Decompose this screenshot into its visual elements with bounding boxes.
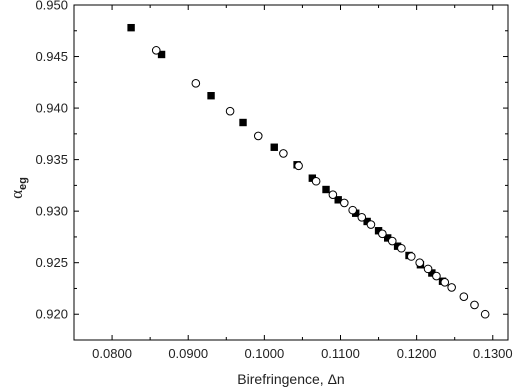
- open-circle-point: [407, 252, 416, 261]
- plot-frame: [73, 4, 509, 341]
- open-circle-point: [279, 149, 288, 158]
- open-circle-point: [470, 300, 479, 310]
- y-tick-label: 0.930: [35, 204, 68, 219]
- y-tick-label: 0.925: [35, 255, 68, 270]
- open-circle-point: [378, 229, 387, 239]
- x-tick-label: 0.1100: [321, 346, 360, 361]
- open-circle-point: [366, 220, 376, 229]
- x-tick-label: 0.1300: [473, 346, 513, 361]
- open-circle-point: [328, 190, 338, 199]
- x-tick-label: 0.1200: [397, 346, 437, 361]
- x-tick-label: 0.0800: [92, 346, 132, 361]
- y-tick-label: 0.935: [35, 152, 68, 167]
- x-axis-title: Birefringence, Δn: [237, 371, 344, 387]
- svg-text:αeg: αeg: [7, 177, 29, 199]
- open-circle-point: [459, 292, 469, 302]
- open-circle-point: [357, 213, 367, 222]
- open-circle-point: [432, 271, 441, 281]
- x-tick-label: 0.0900: [168, 346, 208, 361]
- open-circle-point: [397, 243, 406, 253]
- open-circle-point: [423, 264, 433, 274]
- filled-square-point: [383, 234, 392, 242]
- x-tick-label: 0.1000: [244, 346, 284, 361]
- open-circle-point: [387, 236, 397, 246]
- filled-square-point: [334, 196, 342, 204]
- filled-square-point: [352, 209, 360, 217]
- open-circle-point: [440, 277, 450, 287]
- y-tick-label: 0.950: [35, 0, 68, 13]
- open-circle-point: [191, 79, 201, 88]
- open-circle-point: [294, 161, 303, 171]
- data-markers: [127, 23, 490, 319]
- filled-square-point: [207, 92, 215, 100]
- y-tick-label: 0.920: [35, 307, 68, 322]
- open-circle-point: [311, 176, 321, 186]
- open-circle-point: [415, 258, 424, 267]
- filled-square-point: [127, 23, 135, 32]
- y-axis-title-main: α: [7, 190, 26, 199]
- y-tick-label: 0.945: [35, 49, 68, 64]
- y-axis-title: αeg: [7, 177, 29, 199]
- open-circle-point: [253, 131, 263, 141]
- filled-square-point: [239, 118, 247, 127]
- filled-square-point: [308, 174, 317, 182]
- open-circle-point: [151, 46, 161, 55]
- axis-ticks: 0.0800 0.0900 0.1000 0.1100 0.1200 0.1300 0.92…: [35, 0, 512, 361]
- filled-square-point: [428, 269, 436, 277]
- filled-square-point: [322, 185, 330, 194]
- y-tick-label: 0.940: [35, 101, 68, 116]
- y-axis-title-sub: eg: [17, 177, 29, 190]
- filled-square-point: [363, 217, 371, 226]
- filled-square-point: [374, 227, 383, 235]
- open-circle-point: [225, 106, 235, 116]
- open-circle-point: [480, 309, 490, 319]
- filled-square-point: [157, 50, 166, 59]
- filled-square-point: [270, 143, 278, 151]
- open-circle-point: [348, 205, 357, 215]
- open-circle-point: [339, 198, 349, 208]
- filled-square-point: [393, 242, 402, 250]
- open-circle-point: [447, 283, 456, 292]
